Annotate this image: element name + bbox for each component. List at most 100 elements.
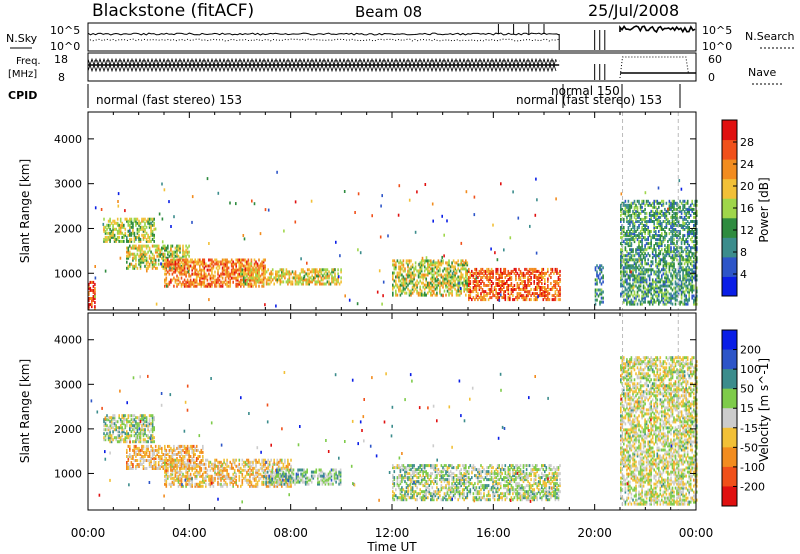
heatmap-cell (599, 268, 601, 272)
heatmap-cell (191, 465, 193, 468)
heatmap-cell (439, 289, 441, 293)
heatmap-cell (154, 461, 157, 464)
heatmap-cell (647, 262, 649, 266)
heatmap-cell (335, 282, 338, 286)
heatmap-cell (474, 280, 476, 283)
heatmap-cell (483, 282, 485, 285)
heatmap-cell (185, 470, 187, 474)
heatmap-cell (668, 270, 671, 274)
heatmap-cell (428, 287, 431, 291)
heatmap-cell (651, 209, 654, 213)
heatmap-cell (688, 270, 690, 274)
heatmap-cell (688, 244, 690, 248)
heatmap-cell (510, 269, 513, 273)
heatmap-cell (512, 298, 514, 302)
heatmap-cell (182, 280, 184, 284)
heatmap-cell (256, 274, 259, 278)
heatmap-cell (253, 268, 256, 272)
heatmap-cell (311, 278, 313, 282)
heatmap-cell (639, 246, 642, 250)
heatmap-cell (177, 266, 180, 270)
heatmap-cell (650, 238, 652, 242)
heatmap-cell (110, 436, 113, 440)
heatmap-cell (626, 230, 628, 233)
heatmap-cell (255, 280, 257, 284)
heatmap-cell (170, 248, 172, 252)
heatmap-cell (668, 244, 671, 248)
heatmap-cell (147, 233, 149, 237)
heatmap-cell (110, 235, 113, 239)
heatmap-cell (238, 266, 241, 270)
heatmap-cell (123, 414, 125, 418)
heatmap-cell (303, 275, 306, 279)
heatmap-cell (547, 286, 549, 289)
heatmap-cell (176, 258, 178, 262)
heatmap-cell (127, 248, 130, 252)
heatmap-cell (284, 274, 286, 278)
heatmap-cell (668, 280, 671, 284)
heatmap-cell (402, 277, 405, 281)
heatmap-cell (348, 298, 351, 302)
heatmap-cell (641, 226, 643, 229)
heatmap-cell (311, 274, 313, 278)
heatmap-cell (632, 220, 634, 223)
heatmap-cell (639, 230, 642, 233)
heatmap-cell (167, 244, 169, 248)
heatmap-cell (559, 292, 561, 296)
heatmap-cell (638, 211, 640, 215)
heatmap-cell (659, 222, 662, 225)
heatmap-cell (645, 294, 648, 298)
heatmap-cell (667, 276, 669, 280)
heatmap-cell (154, 463, 157, 466)
heatmap-cell (661, 290, 663, 294)
heatmap-cell (455, 283, 458, 287)
heatmap-cell (314, 272, 317, 276)
heatmap-cell (240, 282, 242, 286)
heatmap-cell (651, 300, 654, 304)
heatmap-cell (150, 444, 152, 448)
heatmap-cell (693, 276, 695, 280)
heatmap-cell (164, 272, 166, 276)
heatmap-cell (594, 288, 597, 292)
heatmap-cell (199, 276, 201, 280)
heatmap-cell (182, 272, 184, 276)
heatmap-cell (306, 272, 309, 276)
heatmap-cell (664, 236, 666, 240)
heatmap-cell (457, 263, 459, 267)
heatmap-cell (641, 209, 643, 213)
heatmap-cell (696, 260, 698, 264)
heatmap-cell (484, 294, 487, 298)
heatmap-cell (124, 217, 127, 221)
heatmap-cell (186, 264, 189, 268)
heatmap-cell (455, 261, 458, 265)
heatmap-cell (396, 285, 399, 289)
heatmap-cell (212, 266, 215, 270)
heatmap-cell (170, 264, 172, 268)
heatmap-cell (624, 298, 627, 302)
heatmap-cell (151, 436, 154, 440)
heatmap-cell (688, 290, 690, 294)
heatmap-cell (161, 463, 163, 466)
heatmap-cell (446, 275, 449, 279)
heatmap-cell (119, 219, 122, 223)
heatmap-cell (141, 252, 143, 256)
heatmap-cell (148, 219, 151, 223)
heatmap-cell (328, 280, 330, 284)
heatmap-cell (644, 215, 646, 219)
heatmap-cell (202, 457, 204, 460)
heatmap-cell (680, 268, 683, 272)
heatmap-cell (159, 459, 161, 462)
heatmap-cell (490, 286, 493, 289)
heatmap-cell (670, 222, 672, 225)
heatmap-cell (402, 263, 405, 267)
heatmap-cell (492, 273, 494, 277)
heatmap-cell (139, 422, 142, 426)
heatmap-cell (686, 254, 689, 258)
freq-panel (87, 52, 697, 82)
heatmap-cell (218, 264, 221, 268)
heatmap-cell (148, 239, 151, 243)
heatmap-cell (468, 267, 470, 271)
heatmap-cell (183, 264, 186, 268)
heatmap-cell (499, 273, 502, 277)
heatmap-cell (151, 416, 154, 420)
